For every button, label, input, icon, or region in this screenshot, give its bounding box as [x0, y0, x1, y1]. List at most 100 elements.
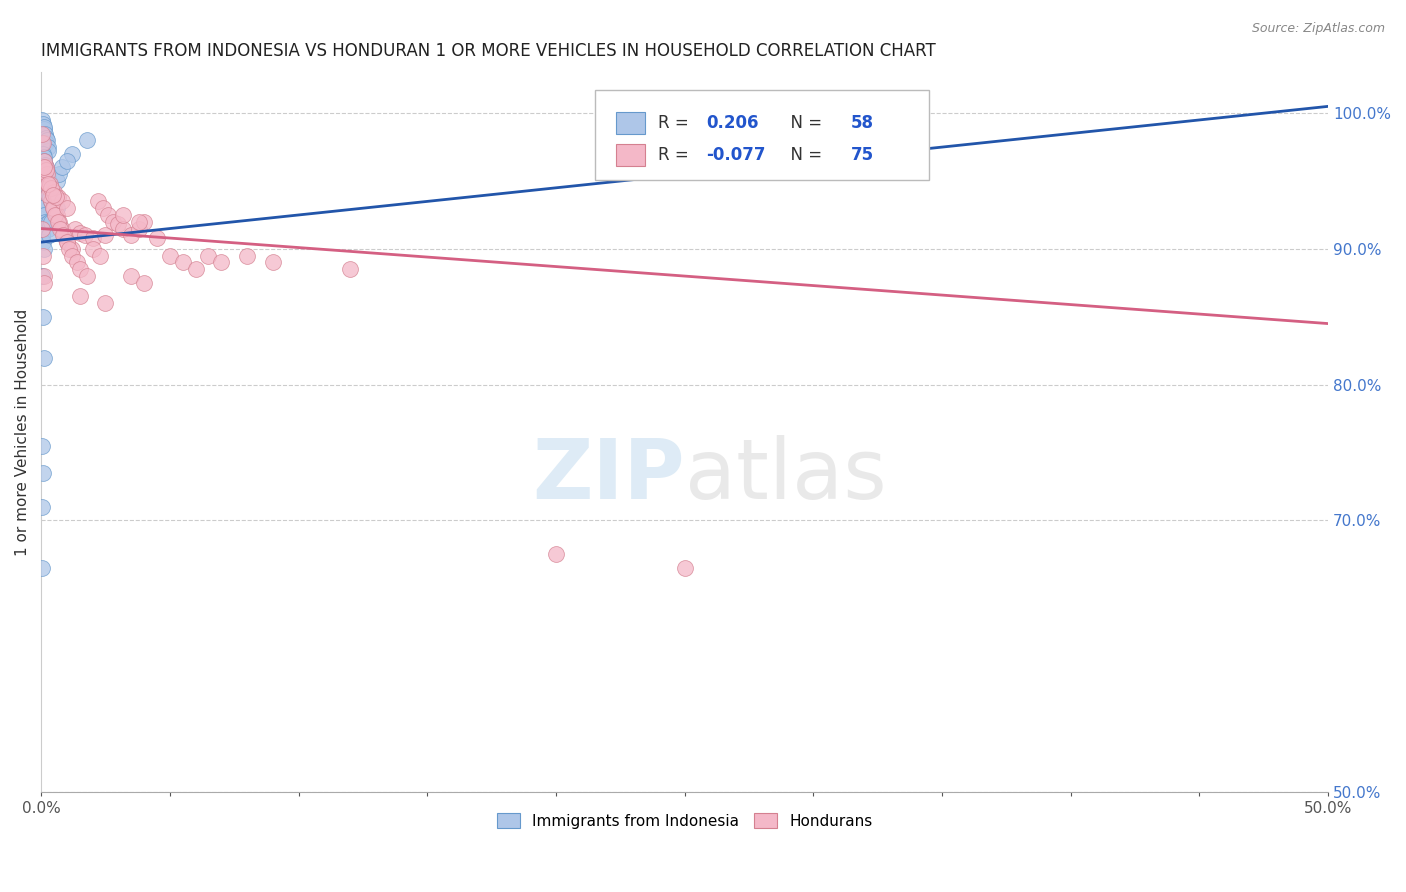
Point — [41, 201, 63, 215]
Point — [262, 255, 284, 269]
Point — [35, 130, 58, 145]
Point — [37, 187, 59, 202]
Point — [56, 235, 79, 249]
Point — [56, 201, 79, 215]
FancyBboxPatch shape — [616, 145, 645, 166]
Point — [32, 351, 55, 365]
Point — [31, 228, 53, 243]
Text: -0.077: -0.077 — [706, 146, 766, 164]
Point — [120, 268, 142, 283]
Point — [34, 215, 56, 229]
Point — [236, 249, 259, 263]
Point — [97, 208, 120, 222]
FancyBboxPatch shape — [595, 90, 929, 180]
Text: N =: N = — [780, 114, 827, 132]
Point — [53, 228, 76, 243]
Point — [32, 117, 55, 131]
Point — [34, 158, 56, 172]
Point — [32, 276, 55, 290]
Point — [32, 153, 55, 168]
Point — [35, 194, 58, 209]
Point — [42, 201, 65, 215]
Point — [32, 120, 55, 134]
Point — [48, 167, 70, 181]
Point — [48, 215, 70, 229]
Text: N =: N = — [780, 146, 827, 164]
Point — [46, 215, 69, 229]
Point — [35, 167, 58, 181]
Text: 58: 58 — [851, 114, 873, 132]
Point — [89, 249, 111, 263]
Point — [128, 215, 150, 229]
Point — [41, 215, 63, 229]
Point — [69, 262, 91, 277]
Point — [184, 262, 207, 277]
Point — [56, 235, 79, 249]
Point — [31, 136, 53, 150]
Point — [32, 242, 55, 256]
Point — [31, 439, 53, 453]
Point — [37, 171, 59, 186]
Point — [69, 289, 91, 303]
Point — [32, 268, 55, 283]
Point — [673, 561, 696, 575]
Point — [56, 153, 79, 168]
Text: IMMIGRANTS FROM INDONESIA VS HONDURAN 1 OR MORE VEHICLES IN HOUSEHOLD CORRELATIO: IMMIGRANTS FROM INDONESIA VS HONDURAN 1 … — [41, 42, 936, 60]
Point — [103, 215, 125, 229]
Text: ZIP: ZIP — [531, 435, 685, 516]
Point — [120, 228, 142, 243]
Point — [39, 177, 62, 191]
Point — [34, 185, 56, 199]
Point — [37, 221, 59, 235]
Point — [60, 249, 83, 263]
Point — [31, 561, 53, 575]
Point — [60, 147, 83, 161]
Text: 0.206: 0.206 — [706, 114, 759, 132]
Point — [112, 221, 135, 235]
Point — [94, 228, 117, 243]
Point — [32, 249, 55, 263]
Point — [60, 242, 83, 256]
Point — [42, 187, 65, 202]
Point — [32, 153, 55, 168]
Text: R =: R = — [658, 146, 693, 164]
Point — [87, 194, 110, 209]
Point — [58, 242, 80, 256]
Text: atlas: atlas — [685, 435, 886, 516]
Point — [38, 181, 60, 195]
Point — [107, 218, 129, 232]
Point — [32, 150, 55, 164]
Point — [39, 190, 62, 204]
Text: Source: ZipAtlas.com: Source: ZipAtlas.com — [1251, 22, 1385, 36]
Point — [209, 255, 232, 269]
Point — [31, 112, 53, 127]
Point — [31, 500, 53, 514]
Point — [38, 215, 60, 229]
Point — [35, 161, 58, 175]
Point — [37, 140, 59, 154]
Point — [51, 161, 73, 175]
Point — [32, 466, 55, 480]
Y-axis label: 1 or more Vehicles in Household: 1 or more Vehicles in Household — [15, 309, 30, 556]
Point — [32, 122, 55, 136]
Point — [132, 215, 155, 229]
Point — [544, 548, 567, 562]
Point — [39, 181, 62, 195]
Point — [159, 249, 181, 263]
Point — [34, 127, 56, 141]
Point — [69, 226, 91, 240]
Point — [35, 198, 58, 212]
Point — [32, 136, 55, 150]
Point — [41, 194, 63, 209]
Point — [31, 167, 53, 181]
Point — [32, 208, 55, 222]
Legend: Immigrants from Indonesia, Hondurans: Immigrants from Indonesia, Hondurans — [491, 806, 879, 835]
Text: 75: 75 — [851, 146, 873, 164]
Point — [32, 161, 55, 175]
Point — [52, 228, 75, 243]
Point — [45, 190, 67, 204]
Point — [49, 221, 72, 235]
FancyBboxPatch shape — [616, 112, 645, 134]
Point — [34, 174, 56, 188]
Point — [41, 194, 63, 209]
